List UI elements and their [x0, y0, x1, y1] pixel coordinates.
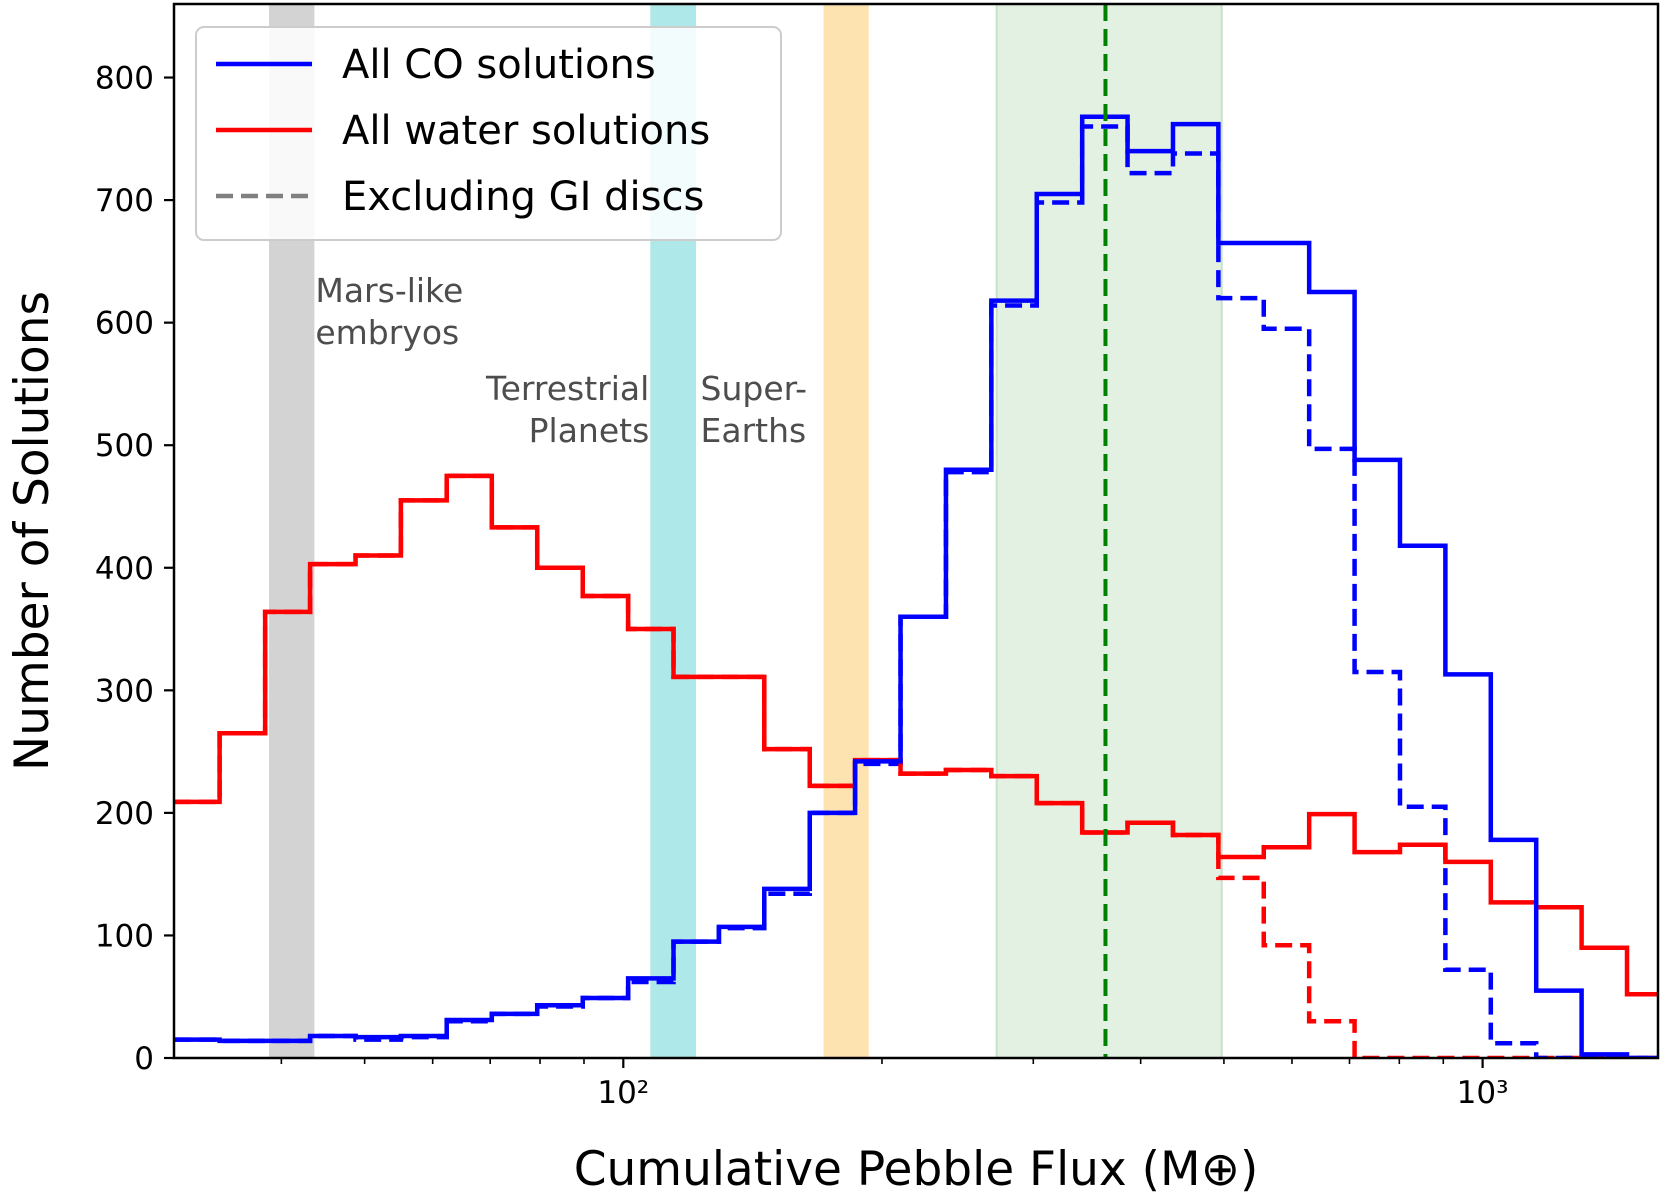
y-tick-label-400: 400: [95, 551, 154, 587]
series-water-excluding-gi-discs: [174, 473, 1658, 1058]
legend-label-2: Excluding GI discs: [342, 174, 704, 220]
plot-frame: [172, 2, 1660, 1060]
series-all-co-solutions: [174, 114, 1658, 1058]
y-tick-label-800: 800: [95, 61, 154, 97]
legend-label-1: All water solutions: [342, 108, 710, 154]
band-label-1-line-1: Planets: [529, 411, 650, 450]
series-layer: [174, 114, 1658, 1058]
y-axis-label: Number of Solutions: [5, 291, 60, 771]
y-tick-label-700: 700: [95, 183, 154, 219]
axes-layer: 0 100 200 300 400 500 600 700 800 10² 10³ Cumulativ…: [5, 61, 1509, 1197]
legend-box: [195, 26, 782, 241]
band-label-0-line-1: embryos: [315, 313, 459, 352]
legend: All CO solutions All water solutions Exclu…: [195, 26, 782, 241]
series-co-excluding-gi-discs: [174, 124, 1658, 1058]
x-tick-label-100: 10²: [597, 1075, 649, 1111]
x-tick-label-1000: 10³: [1457, 1075, 1509, 1111]
band-label-2-line-0: Super-: [701, 369, 807, 408]
y-tick-label-0: 0: [134, 1041, 154, 1077]
band-2: [823, 4, 869, 1058]
y-tick-label-100: 100: [95, 918, 154, 954]
y-tick-label-500: 500: [95, 428, 154, 464]
y-tick-label-200: 200: [95, 796, 154, 832]
band-label-1-line-0: Terrestrial: [485, 369, 649, 408]
y-tick-label-600: 600: [95, 306, 154, 342]
x-axis-label: Cumulative Pebble Flux (M⊕): [574, 1142, 1259, 1197]
series-all-water-solutions: [174, 473, 1658, 997]
legend-label-0: All CO solutions: [342, 42, 656, 88]
band-label-0-line-0: Mars-like: [315, 271, 463, 310]
y-tick-label-300: 300: [95, 673, 154, 709]
band-3: [996, 4, 1222, 1058]
band-label-2-line-1: Earths: [701, 411, 807, 450]
